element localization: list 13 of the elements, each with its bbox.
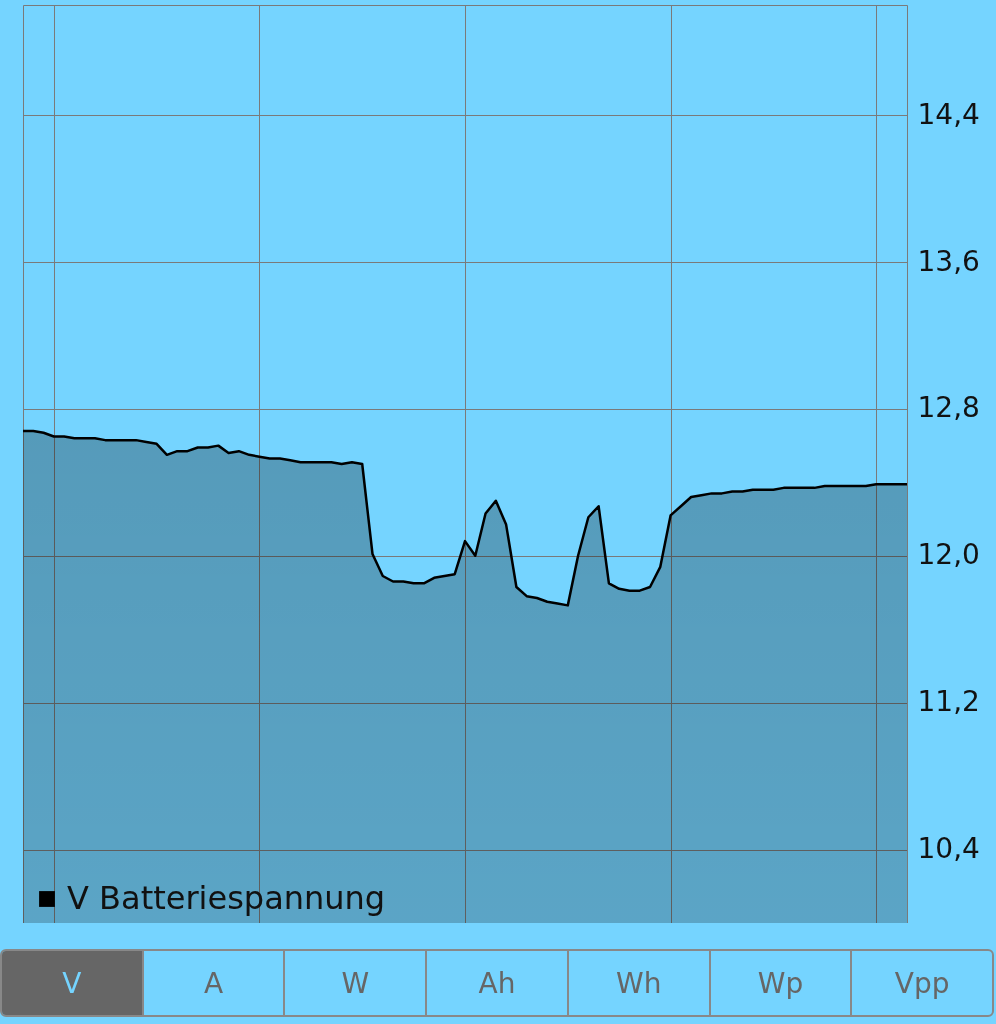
text: A [141, 951, 284, 1015]
text: Vpp [850, 951, 993, 1015]
text: Ah [425, 951, 567, 1015]
text: V [2, 951, 142, 1015]
y-tick-label: 10,4 [917, 832, 980, 866]
y-tick-label: 14,4 [917, 97, 980, 131]
y-tick-label: 12,0 [917, 538, 980, 572]
y-tick-label: 12,8 [917, 391, 980, 425]
text: Wh [566, 951, 709, 1015]
text: Wp [708, 951, 851, 1015]
text: W [283, 951, 426, 1015]
y-tick-label: 11,2 [917, 685, 980, 719]
y-tick-label: 13,6 [917, 244, 980, 278]
